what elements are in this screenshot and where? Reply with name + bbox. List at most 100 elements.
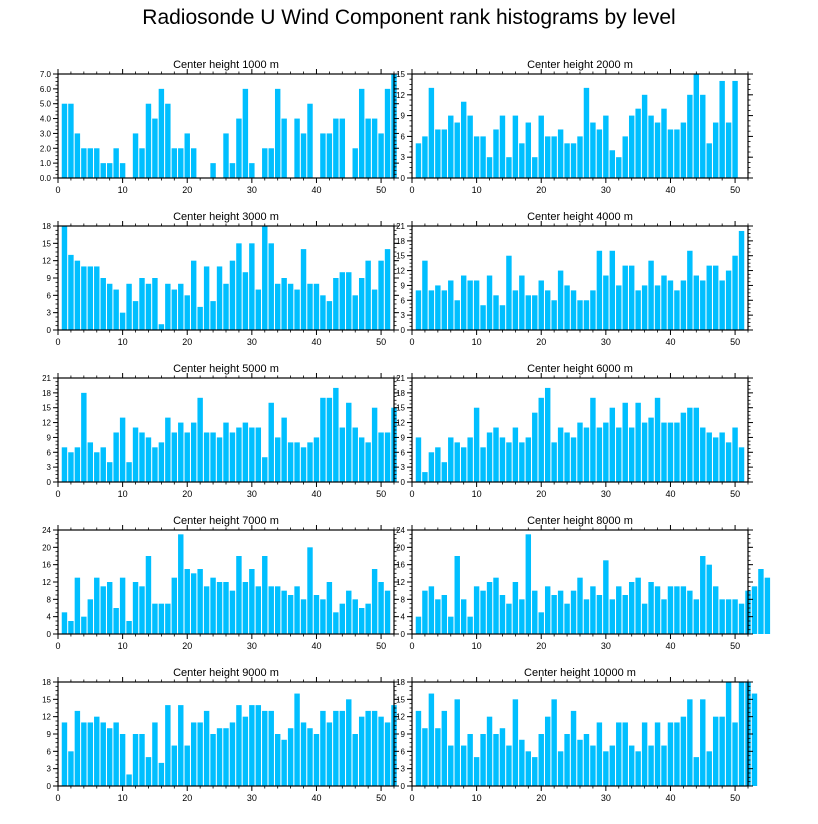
histogram-bar	[113, 722, 119, 786]
histogram-bar	[203, 710, 210, 786]
histogram-bar	[616, 722, 622, 786]
histogram-bar	[365, 118, 371, 178]
histogram-bar	[184, 569, 190, 634]
histogram-bar	[190, 260, 197, 330]
histogram-bar	[165, 103, 171, 178]
y-tick-label: 6	[401, 747, 406, 756]
histogram-bar	[365, 603, 371, 634]
histogram-bar	[158, 324, 165, 330]
histogram-bar	[738, 603, 745, 634]
histogram-bar	[333, 118, 339, 178]
histogram-bar	[326, 722, 333, 786]
histogram-bar	[499, 437, 506, 482]
histogram-bar	[158, 442, 165, 482]
histogram-bar	[712, 437, 719, 482]
histogram-bar	[190, 422, 197, 482]
histogram-bar	[454, 300, 460, 330]
histogram-bar	[81, 722, 87, 786]
histogram-bar	[81, 392, 87, 482]
histogram-bar	[538, 397, 544, 482]
histogram-bar	[158, 762, 165, 786]
histogram-bar	[210, 734, 216, 786]
histogram-bar	[506, 255, 512, 330]
histogram-bar	[87, 148, 94, 178]
histogram-bar	[732, 427, 738, 482]
histogram-bar	[152, 278, 158, 330]
histogram-bar	[307, 283, 313, 330]
x-tick-label: 20	[536, 793, 546, 803]
histogram-bar	[281, 278, 287, 330]
histogram-bar	[255, 289, 262, 330]
histogram-bar	[346, 272, 352, 330]
histogram-bar	[700, 699, 706, 786]
histogram-bar	[693, 599, 700, 634]
x-tick-label: 30	[247, 185, 257, 195]
y-tick-label: 20	[396, 543, 405, 552]
histogram-bar	[165, 283, 171, 330]
histogram-bar	[100, 278, 106, 330]
histogram-bar	[454, 442, 460, 482]
histogram-bar	[622, 136, 628, 178]
histogram-bar	[378, 133, 384, 178]
histogram-bar	[499, 728, 506, 786]
x-tick-label: 10	[472, 337, 482, 347]
histogram-bar	[667, 722, 674, 786]
histogram-bar	[61, 722, 68, 786]
histogram-bar	[100, 447, 106, 482]
histogram-bar	[94, 716, 100, 786]
histogram-bar	[171, 432, 178, 482]
panel-title: Center height 2000 m	[527, 59, 633, 71]
histogram-bar	[313, 734, 320, 786]
x-tick-label: 20	[536, 185, 546, 195]
y-tick-label: 15	[42, 239, 51, 248]
histogram-bar	[294, 118, 300, 178]
histogram-bar	[178, 534, 184, 634]
x-tick-label: 10	[118, 185, 128, 195]
histogram-bar	[654, 722, 661, 786]
histogram-bar	[333, 612, 339, 634]
histogram-bar	[648, 115, 654, 178]
histogram-bar	[648, 417, 654, 482]
histogram-bar	[274, 88, 281, 178]
histogram-bar	[106, 163, 113, 178]
histogram-bar	[119, 577, 126, 634]
y-tick-label: 8	[47, 595, 52, 604]
histogram-bar	[706, 564, 712, 634]
histogram-bar	[229, 432, 236, 482]
y-tick-label: 0	[401, 630, 406, 639]
y-tick-label: 9	[47, 730, 52, 739]
histogram-bar	[229, 590, 236, 634]
y-tick-label: 1.0	[40, 159, 52, 168]
x-tick-label: 20	[182, 185, 192, 195]
histogram-panel-1: Center height 1000 m 0.0 1.0 2.0 3.0 4.0 5.0 6.…	[40, 59, 399, 195]
histogram-bar	[648, 582, 654, 634]
histogram-bar	[596, 129, 603, 178]
histogram-bar	[700, 94, 706, 178]
histogram-bar	[700, 280, 706, 330]
histogram-bar	[428, 586, 435, 634]
x-tick-label: 10	[472, 793, 482, 803]
histogram-panel-10: Center height 10000 m 0 3 6 9 12 15 18 0 10 20 30 40…	[396, 667, 758, 803]
histogram-bar	[255, 427, 262, 482]
histogram-bar	[467, 437, 473, 482]
histogram-bar	[583, 87, 590, 178]
histogram-bar	[184, 745, 190, 786]
histogram-bar	[428, 290, 435, 330]
panel-title: Center height 10000 m	[524, 667, 636, 679]
y-tick-label: 9	[401, 112, 406, 121]
x-tick-label: 50	[730, 337, 740, 347]
histogram-bar	[441, 595, 448, 634]
y-tick-label: 3	[401, 765, 406, 774]
histogram-bar	[242, 582, 249, 634]
histogram-bar	[751, 586, 758, 634]
histogram-bar	[622, 595, 628, 634]
y-tick-label: 18	[396, 389, 405, 398]
histogram-bar	[371, 710, 378, 786]
histogram-bar	[519, 442, 525, 482]
histogram-bar	[532, 157, 538, 178]
histogram-bar	[473, 757, 480, 786]
panel-title: Center height 8000 m	[527, 515, 633, 527]
histogram-bar	[132, 133, 139, 178]
x-tick-label: 40	[665, 641, 675, 651]
x-tick-label: 30	[247, 641, 257, 651]
